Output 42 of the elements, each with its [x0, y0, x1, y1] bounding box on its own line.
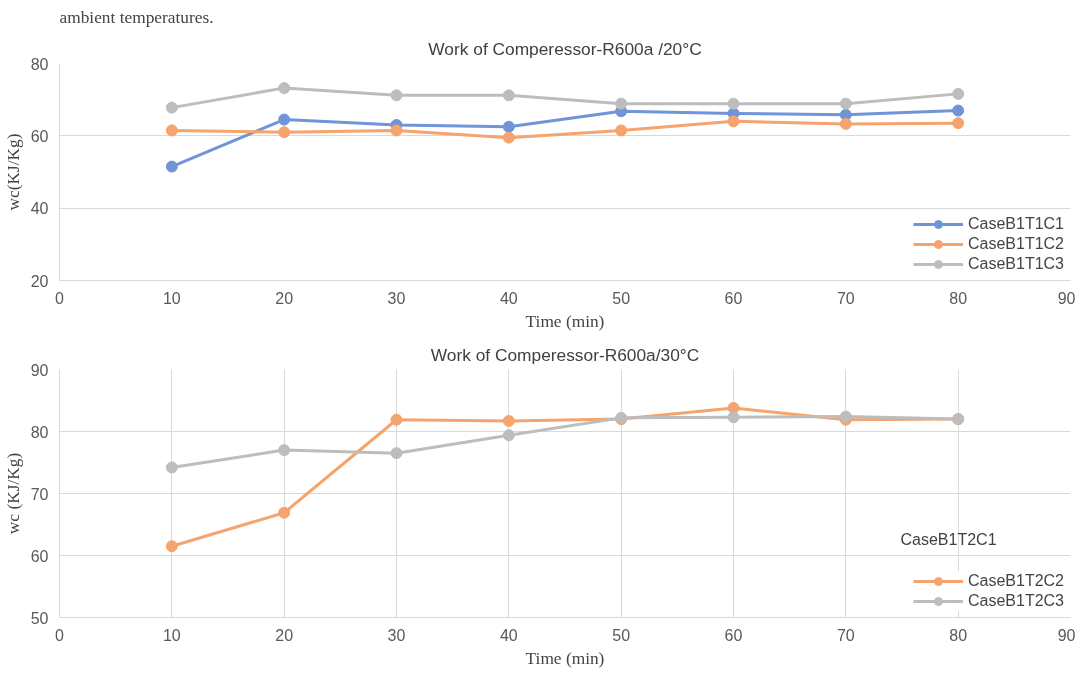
x-tick-label: 20 [275, 626, 294, 644]
legend-label: CaseB1T2C2 [967, 572, 1064, 590]
y-tick-label: 50 [30, 609, 49, 627]
x-tick-label: 70 [836, 626, 855, 644]
x-tick-label: 70 [836, 289, 855, 307]
x-tick-label: 30 [387, 626, 406, 644]
chart-title: Work of Comperessor-R600a/30°C [430, 344, 700, 365]
x-axis-title: Time (min) [525, 648, 605, 668]
x-tick-label: 30 [387, 289, 406, 307]
x-tick-label: 40 [499, 626, 518, 644]
chart-title: Work of Comperessor-R600a /20°C [428, 38, 702, 59]
x-tick-label: 20 [275, 289, 294, 307]
y-tick-label: 60 [30, 127, 49, 145]
x-tick-label: 50 [612, 289, 631, 307]
x-tick-label: 60 [724, 289, 743, 307]
legend-label: CaseB1T1C2 [967, 235, 1064, 253]
x-tick-label: 40 [499, 289, 518, 307]
y-axis-title: wc(KJ/Kg) [3, 133, 23, 211]
x-tick-label: 10 [162, 289, 181, 307]
x-tick-label: 60 [724, 626, 743, 644]
x-tick-label: 80 [949, 289, 968, 307]
annotation: CaseB1T2C1 [900, 530, 997, 548]
x-tick-label: 50 [612, 626, 631, 644]
y-tick-label: 80 [30, 55, 49, 73]
x-tick-label: 90 [1057, 289, 1076, 307]
y-tick-label: 60 [30, 547, 49, 565]
y-axis-title: wc (KJ/Kg) [3, 452, 23, 535]
y-tick-label: 40 [30, 200, 49, 218]
x-tick-label: 90 [1057, 626, 1076, 644]
x-tick-label: 10 [162, 626, 181, 644]
y-tick-label: 80 [30, 423, 49, 441]
legend-label: CaseB1T2C3 [967, 592, 1064, 610]
text: ambient temperatures. [59, 7, 214, 27]
legend-label: CaseB1T1C1 [967, 215, 1064, 233]
x-tick-label: 0 [55, 289, 65, 307]
y-tick-label: 70 [30, 485, 49, 503]
x-axis-title: Time (min) [525, 311, 605, 331]
y-tick-label: 20 [30, 272, 49, 290]
x-tick-label: 0 [55, 626, 65, 644]
x-tick-label: 80 [949, 626, 968, 644]
y-tick-label: 90 [30, 361, 49, 379]
legend-label: CaseB1T1C3 [967, 255, 1064, 273]
